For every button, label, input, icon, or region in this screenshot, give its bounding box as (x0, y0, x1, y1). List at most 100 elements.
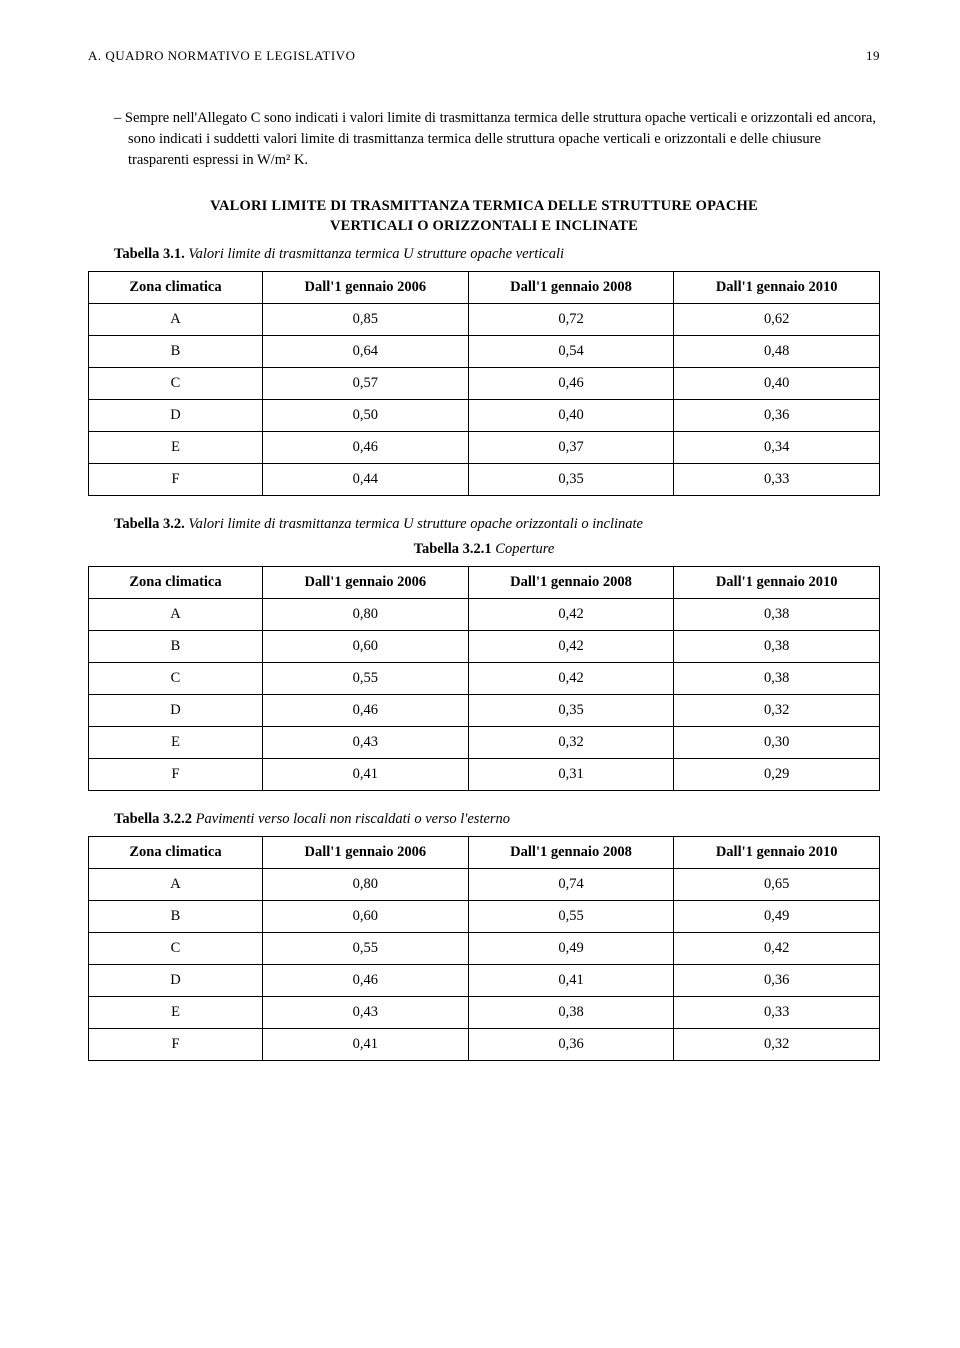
table-row: D0,500,400,36 (89, 400, 880, 432)
caption-label: Tabella 3.1. (114, 246, 185, 262)
table-cell: 0,60 (263, 631, 469, 663)
table-cell: C (89, 933, 263, 965)
table-cell: 0,85 (263, 304, 469, 336)
caption-text: Pavimenti verso locali non riscaldati o … (192, 811, 510, 827)
col-header: Dall'1 gennaio 2010 (674, 272, 880, 304)
table-row: E0,430,320,30 (89, 727, 880, 759)
table-cell: 0,31 (468, 759, 674, 791)
table-cell: 0,42 (468, 663, 674, 695)
page-header: A. QUADRO NORMATIVO E LEGISLATIVO 19 (88, 48, 880, 64)
table-cell: 0,40 (674, 368, 880, 400)
table-cell: 0,38 (674, 663, 880, 695)
table-cell: 0,43 (263, 997, 469, 1029)
col-header: Dall'1 gennaio 2008 (468, 837, 674, 869)
table-3-2-2-body: A0,800,740,65B0,600,550,49C0,550,490,42D… (89, 869, 880, 1061)
table-row: D0,460,410,36 (89, 965, 880, 997)
table-cell: 0,41 (263, 759, 469, 791)
table-cell: D (89, 695, 263, 727)
table-row: A0,850,720,62 (89, 304, 880, 336)
table-cell: 0,32 (674, 1029, 880, 1061)
table-cell: 0,46 (263, 965, 469, 997)
table-cell: F (89, 464, 263, 496)
table-cell: 0,33 (674, 464, 880, 496)
table-row: C0,570,460,40 (89, 368, 880, 400)
table-cell: A (89, 869, 263, 901)
table-cell: 0,36 (674, 400, 880, 432)
table-row: E0,430,380,33 (89, 997, 880, 1029)
table-cell: 0,36 (674, 965, 880, 997)
col-header: Dall'1 gennaio 2010 (674, 837, 880, 869)
table-header-row: Zona climatica Dall'1 gennaio 2006 Dall'… (89, 837, 880, 869)
col-header: Zona climatica (89, 567, 263, 599)
table-row: F0,410,310,29 (89, 759, 880, 791)
table-cell: 0,37 (468, 432, 674, 464)
table-cell: 0,48 (674, 336, 880, 368)
col-header: Dall'1 gennaio 2010 (674, 567, 880, 599)
table-cell: 0,38 (674, 599, 880, 631)
table-cell: 0,55 (263, 933, 469, 965)
header-left: A. QUADRO NORMATIVO E LEGISLATIVO (88, 48, 355, 64)
table-cell: 0,46 (468, 368, 674, 400)
col-header: Dall'1 gennaio 2008 (468, 567, 674, 599)
table-3-2-1-caption: Tabella 3.2.1 Coperture (88, 541, 880, 558)
table-cell: F (89, 759, 263, 791)
table-cell: 0,72 (468, 304, 674, 336)
table-cell: 0,62 (674, 304, 880, 336)
table-cell: 0,57 (263, 368, 469, 400)
table-cell: 0,49 (468, 933, 674, 965)
table-cell: 0,32 (468, 727, 674, 759)
table-cell: 0,50 (263, 400, 469, 432)
table-cell: 0,74 (468, 869, 674, 901)
table-row: B0,600,420,38 (89, 631, 880, 663)
table-cell: C (89, 368, 263, 400)
table-cell: 0,55 (263, 663, 469, 695)
section-title-line-1: VALORI LIMITE DI TRASMITTANZA TERMICA DE… (210, 198, 758, 214)
table-cell: C (89, 663, 263, 695)
table-cell: 0,41 (468, 965, 674, 997)
table-cell: B (89, 631, 263, 663)
table-cell: 0,41 (263, 1029, 469, 1061)
intro-paragraph: – Sempre nell'Allegato C sono indicati i… (88, 108, 880, 171)
table-cell: 0,80 (263, 599, 469, 631)
table-cell: 0,49 (674, 901, 880, 933)
caption-label: Tabella 3.2.2 (114, 811, 192, 827)
table-cell: 0,38 (674, 631, 880, 663)
table-cell: 0,44 (263, 464, 469, 496)
section-title-line-2: VERTICALI O ORIZZONTALI E INCLINATE (330, 218, 638, 234)
table-cell: D (89, 400, 263, 432)
table-cell: A (89, 304, 263, 336)
table-3-2-2-caption: Tabella 3.2.2 Pavimenti verso locali non… (114, 811, 880, 828)
col-header: Dall'1 gennaio 2006 (263, 837, 469, 869)
caption-text: Coperture (492, 541, 555, 557)
caption-label: Tabella 3.2. (114, 516, 185, 532)
table-cell: 0,55 (468, 901, 674, 933)
table-cell: 0,35 (468, 464, 674, 496)
table-cell: 0,35 (468, 695, 674, 727)
table-3-1-caption: Tabella 3.1. Valori limite di trasmittan… (114, 246, 880, 263)
table-row: D0,460,350,32 (89, 695, 880, 727)
table-row: C0,550,490,42 (89, 933, 880, 965)
table-cell: 0,65 (674, 869, 880, 901)
table-cell: 0,42 (468, 599, 674, 631)
table-cell: 0,42 (468, 631, 674, 663)
table-row: B0,640,540,48 (89, 336, 880, 368)
col-header: Zona climatica (89, 272, 263, 304)
col-header: Dall'1 gennaio 2006 (263, 272, 469, 304)
table-row: C0,550,420,38 (89, 663, 880, 695)
header-page-number: 19 (866, 48, 880, 64)
table-cell: A (89, 599, 263, 631)
table-cell: D (89, 965, 263, 997)
caption-label: Tabella 3.2.1 (414, 541, 492, 557)
table-cell: 0,38 (468, 997, 674, 1029)
table-cell: 0,33 (674, 997, 880, 1029)
table-cell: 0,60 (263, 901, 469, 933)
table-row: E0,460,370,34 (89, 432, 880, 464)
table-header-row: Zona climatica Dall'1 gennaio 2006 Dall'… (89, 272, 880, 304)
col-header: Zona climatica (89, 837, 263, 869)
table-cell: B (89, 901, 263, 933)
table-row: A0,800,740,65 (89, 869, 880, 901)
table-row: A0,800,420,38 (89, 599, 880, 631)
table-3-1: Zona climatica Dall'1 gennaio 2006 Dall'… (88, 271, 880, 496)
table-cell: 0,29 (674, 759, 880, 791)
table-3-1-body: A0,850,720,62B0,640,540,48C0,570,460,40D… (89, 304, 880, 496)
